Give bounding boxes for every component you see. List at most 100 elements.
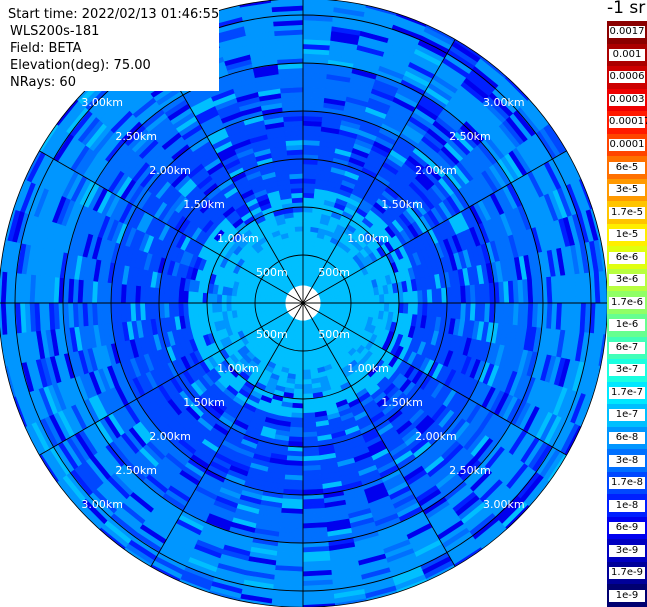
colorbar-tick-label: 6e-6: [609, 251, 645, 264]
colorbar-tick-label: 6e-5: [609, 161, 645, 174]
colorbar-tick-label: 0.0003: [609, 93, 645, 106]
range-label: 2.00km: [149, 164, 191, 177]
range-label: 2.00km: [415, 164, 457, 177]
colorbar-tick-label: 3e-5: [609, 184, 645, 197]
data-cell: [211, 302, 218, 313]
data-cell: [216, 302, 223, 313]
data-cell: [369, 302, 376, 311]
data-cell: [297, 350, 304, 357]
data-cell: [298, 264, 304, 270]
data-cell: [369, 295, 376, 304]
data-cell: [235, 295, 242, 304]
range-label: 500m: [318, 266, 350, 279]
colorbar-tick-label: 1.7e-6: [609, 296, 645, 309]
data-cell: [302, 379, 312, 385]
data-cell: [302, 211, 313, 218]
data-cell: [273, 302, 280, 307]
data-cell: [293, 211, 304, 218]
data-cell: [296, 359, 304, 366]
range-label: 2.50km: [449, 464, 491, 477]
range-label: 1.00km: [217, 232, 259, 245]
data-cell: [383, 302, 390, 313]
data-cell: [295, 230, 304, 237]
data-cell: [293, 383, 304, 390]
colorbar-tick-label: 1.7e-7: [609, 386, 645, 399]
colorbar-tick-label: 1.7e-5: [609, 206, 645, 219]
data-cell: [302, 245, 310, 251]
data-cell: [302, 369, 311, 376]
elevation: Elevation(deg): 75.00: [10, 57, 220, 74]
data-cell: [295, 235, 304, 242]
data-cell: [264, 302, 270, 308]
data-cell: [388, 293, 395, 304]
range-label: 1.50km: [183, 396, 225, 409]
data-cell: [299, 269, 304, 275]
data-cell: [359, 296, 366, 304]
data-cell: [302, 350, 309, 357]
data-cell: [302, 221, 312, 227]
range-label: 1.00km: [347, 362, 389, 375]
colorbar-tick-label: 6e-8: [609, 431, 645, 444]
data-cell: [294, 374, 304, 381]
data-cell: [350, 302, 357, 309]
data-cell: [355, 302, 361, 310]
data-cell: [302, 240, 310, 247]
data-cell: [295, 364, 304, 371]
range-label: 500m: [256, 266, 288, 279]
range-label: 500m: [256, 328, 288, 341]
range-label: 2.50km: [115, 464, 157, 477]
range-label: 2.50km: [449, 130, 491, 143]
data-cell: [350, 297, 357, 304]
colorbar-tick-label: 3e-6: [609, 274, 645, 287]
data-cell: [221, 294, 227, 304]
data-cell: [269, 302, 275, 307]
data-cell: [296, 240, 304, 247]
range-label: 2.50km: [115, 130, 157, 143]
data-cell: [294, 379, 304, 385]
data-cell: [294, 221, 304, 227]
range-label: 3.00km: [81, 498, 123, 511]
range-label: 1.00km: [347, 232, 389, 245]
data-cell: [245, 296, 251, 304]
range-label: 1.50km: [183, 198, 225, 211]
data-cell: [364, 302, 371, 311]
range-label: 1.50km: [381, 198, 423, 211]
range-label: 3.00km: [483, 498, 525, 511]
colorbar-tick-label: 6e-9: [609, 522, 645, 535]
data-cell: [297, 345, 304, 352]
colorbar-tick-label: 0.0001: [609, 138, 645, 151]
data-cell: [298, 259, 304, 266]
data-cell: [302, 326, 307, 333]
data-cell: [379, 302, 385, 312]
data-cell: [345, 297, 352, 304]
colorbar-tick-label: 6e-7: [609, 341, 645, 354]
data-cell: [345, 302, 352, 309]
data-cell: [302, 336, 308, 342]
colorbar-tick-label: 1e-9: [609, 589, 645, 602]
colorbar-tick-label: 0.00017: [609, 116, 647, 129]
colorbar-tick-label: 1e-6: [609, 319, 645, 332]
colorbar-unit: -1 sr: [607, 0, 646, 18]
colorbar-tick-label: 1e-5: [609, 229, 645, 242]
colorbar-tick-label: 0.001: [609, 48, 645, 61]
data-cell: [302, 383, 313, 390]
data-cell: [336, 298, 342, 304]
data-cell: [230, 295, 237, 304]
data-cell: [302, 254, 309, 261]
data-cell: [364, 295, 371, 304]
range-label: 3.00km: [81, 96, 123, 109]
instrument-name: WLS200s-181: [10, 23, 220, 40]
data-cell: [296, 355, 304, 361]
data-cell: [379, 294, 385, 304]
data-cell: [216, 293, 223, 304]
data-cell: [225, 294, 232, 304]
data-cell: [211, 293, 218, 304]
data-cell: [302, 225, 312, 232]
colorbar-tick-label: 3e-7: [609, 364, 645, 377]
data-cell: [302, 340, 308, 347]
data-cell: [254, 302, 261, 309]
data-cell: [235, 302, 242, 311]
start-time: Start time: 2022/02/13 01:46:55: [8, 6, 220, 23]
data-cell: [374, 302, 381, 312]
colorbar-tick-label: 1.7e-8: [609, 477, 645, 490]
